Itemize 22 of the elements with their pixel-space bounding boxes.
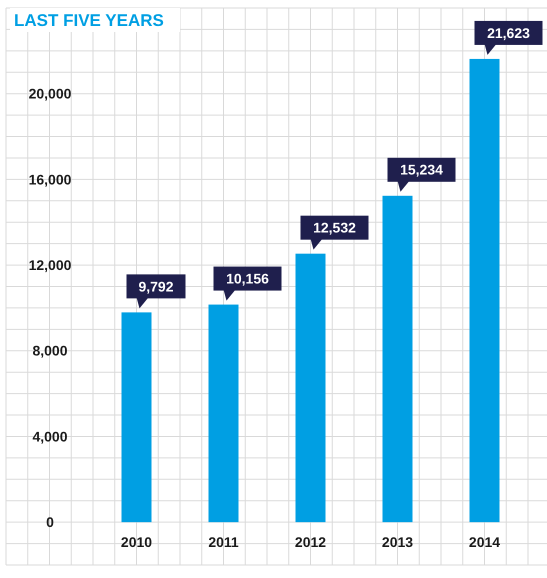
- x-tick-label: 2013: [382, 534, 414, 550]
- bar: [208, 304, 238, 522]
- bar: [382, 196, 412, 522]
- x-tick-label: 2014: [468, 534, 500, 550]
- bar: [470, 58, 500, 522]
- y-tick-label: 0: [46, 514, 54, 530]
- y-tick-label: 4,000: [32, 428, 68, 444]
- y-tick-label: 12,000: [28, 256, 72, 273]
- y-tick-label: 16,000: [28, 171, 72, 188]
- chart-title: LAST FIVE YEARS: [14, 10, 164, 30]
- x-tick-label: 2010: [120, 534, 152, 550]
- data-label: 21,623: [487, 24, 530, 41]
- data-label: 15,234: [400, 162, 444, 178]
- y-tick-label: 8,000: [32, 342, 68, 359]
- y-tick-label: 20,000: [28, 86, 72, 102]
- bar: [296, 254, 326, 522]
- data-label: 9,792: [138, 278, 174, 294]
- bar: [122, 312, 152, 522]
- data-label: 10,156: [226, 270, 270, 286]
- data-label: 12,532: [313, 220, 356, 236]
- x-tick-label: 2011: [208, 534, 239, 550]
- x-tick-label: 2012: [294, 534, 326, 550]
